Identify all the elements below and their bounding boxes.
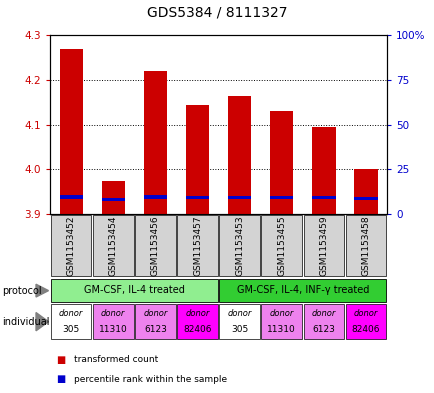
Bar — [303, 215, 344, 276]
Bar — [219, 215, 260, 276]
Text: donor: donor — [311, 309, 335, 318]
Text: donor: donor — [185, 309, 209, 318]
Text: 11310: 11310 — [99, 325, 127, 334]
Bar — [59, 49, 82, 214]
Text: GSM1153459: GSM1153459 — [319, 215, 328, 276]
Text: percentile rank within the sample: percentile rank within the sample — [74, 375, 227, 384]
Text: GM-CSF, IL-4, INF-γ treated: GM-CSF, IL-4, INF-γ treated — [236, 285, 368, 295]
Bar — [135, 305, 175, 339]
Text: donor: donor — [143, 309, 167, 318]
Text: GSM1153457: GSM1153457 — [193, 215, 201, 276]
Polygon shape — [36, 284, 49, 297]
Text: GSM1153454: GSM1153454 — [108, 215, 118, 276]
Text: 82406: 82406 — [351, 325, 379, 334]
Text: protocol: protocol — [2, 286, 42, 296]
Bar — [51, 305, 91, 339]
Bar — [227, 196, 251, 199]
Text: GSM1153458: GSM1153458 — [361, 215, 370, 276]
Text: transformed count: transformed count — [74, 355, 158, 364]
Bar — [270, 111, 293, 214]
Text: 11310: 11310 — [267, 325, 296, 334]
Bar — [92, 215, 133, 276]
Bar — [177, 215, 217, 276]
Text: donor: donor — [269, 309, 293, 318]
Bar — [177, 305, 217, 339]
Text: 82406: 82406 — [183, 325, 211, 334]
Bar — [312, 196, 335, 199]
Bar — [144, 195, 167, 198]
Text: GSM1153455: GSM1153455 — [276, 215, 286, 276]
Bar — [219, 305, 260, 339]
Bar — [354, 197, 377, 200]
Text: individual: individual — [2, 317, 49, 327]
Text: ■: ■ — [56, 374, 66, 384]
Bar — [102, 198, 125, 201]
Bar — [312, 127, 335, 214]
Text: donor: donor — [59, 309, 83, 318]
Bar — [227, 96, 251, 214]
Text: 6123: 6123 — [312, 325, 335, 334]
Bar — [185, 196, 209, 199]
Bar — [303, 305, 344, 339]
Text: donor: donor — [353, 309, 378, 318]
Text: GM-CSF, IL-4 treated: GM-CSF, IL-4 treated — [84, 285, 184, 295]
Text: GSM1153456: GSM1153456 — [151, 215, 160, 276]
Text: GDS5384 / 8111327: GDS5384 / 8111327 — [147, 6, 287, 20]
Bar — [144, 71, 167, 214]
Bar — [185, 105, 209, 214]
Text: GSM1153453: GSM1153453 — [235, 215, 243, 276]
Bar — [345, 305, 385, 339]
Bar — [261, 215, 302, 276]
Bar — [135, 215, 175, 276]
Text: ■: ■ — [56, 354, 66, 365]
Bar — [345, 215, 385, 276]
Bar — [354, 169, 377, 214]
Text: donor: donor — [101, 309, 125, 318]
Bar — [51, 279, 217, 302]
Bar — [59, 195, 82, 198]
Bar — [261, 305, 302, 339]
Bar — [51, 215, 91, 276]
Text: 305: 305 — [230, 325, 248, 334]
Text: GSM1153452: GSM1153452 — [66, 215, 76, 276]
Text: 6123: 6123 — [144, 325, 166, 334]
Bar — [219, 279, 385, 302]
Polygon shape — [36, 312, 49, 331]
Text: 305: 305 — [62, 325, 79, 334]
Bar — [92, 305, 133, 339]
Bar — [102, 181, 125, 214]
Text: donor: donor — [227, 309, 251, 318]
Bar — [270, 196, 293, 199]
